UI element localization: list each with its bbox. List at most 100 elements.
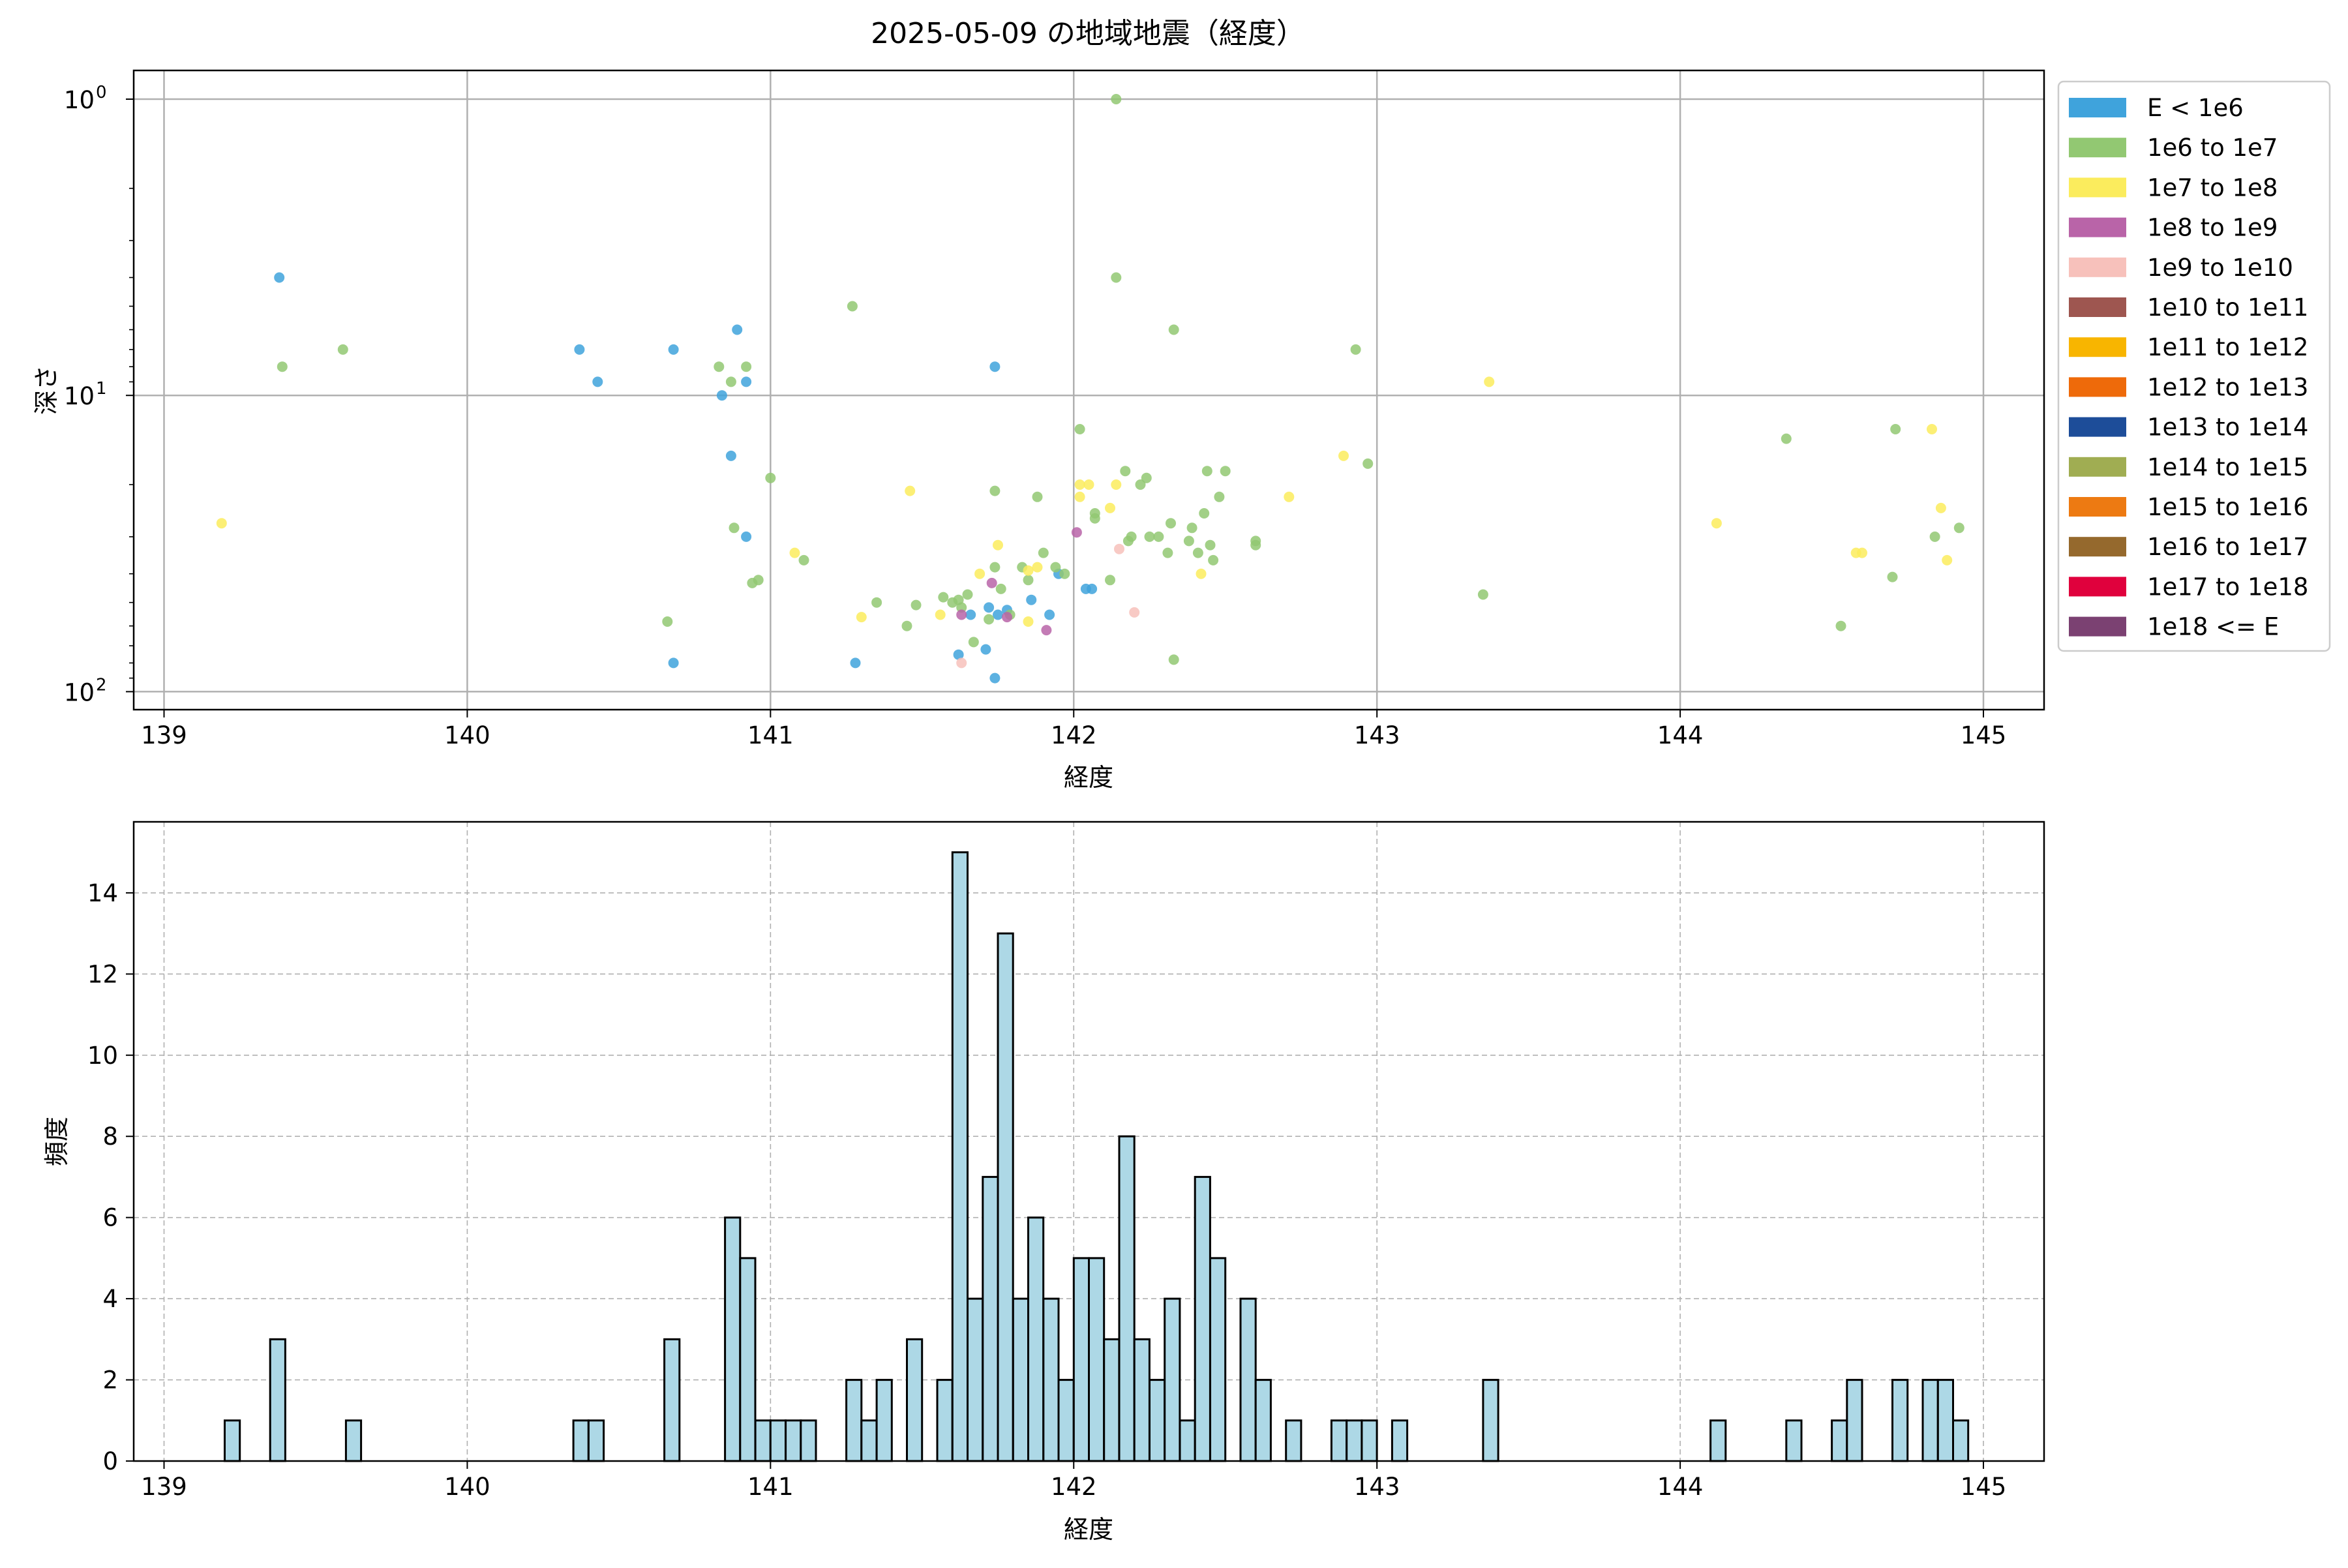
scatter-point xyxy=(1144,531,1155,542)
legend-swatch xyxy=(2069,257,2126,277)
histogram-bar xyxy=(269,1338,286,1462)
scatter-point xyxy=(1250,539,1261,550)
histogram-bar xyxy=(1391,1419,1409,1462)
scatter-point xyxy=(911,599,922,611)
scatter-point xyxy=(1284,491,1295,502)
scatter-point xyxy=(574,344,585,355)
scatter-point xyxy=(1074,491,1085,502)
scatter-points xyxy=(216,94,1964,684)
legend-label: 1e15 to 1e16 xyxy=(2147,493,2308,521)
scatter-point xyxy=(901,620,912,631)
scatter-point xyxy=(986,577,997,588)
histogram-x-ticks: 139 140 141 142 143 144 145 xyxy=(141,1461,2006,1501)
scatter-point xyxy=(1041,625,1052,636)
scatter-y-tick-label: 10 xyxy=(64,86,95,114)
histogram-x-tick-label: 145 xyxy=(1961,1473,2007,1501)
scatter-point xyxy=(1074,424,1085,434)
scatter-point xyxy=(741,531,752,542)
scatter-point xyxy=(871,597,882,608)
scatter-point xyxy=(989,562,1001,573)
histogram-bar xyxy=(1285,1419,1302,1462)
histogram-y-tick-label: 2 xyxy=(102,1366,118,1395)
scatter-point xyxy=(753,575,764,586)
scatter-point xyxy=(993,609,1003,620)
histogram-bar xyxy=(1785,1419,1803,1462)
histogram-bar xyxy=(1239,1297,1257,1462)
histogram-y-tick-label: 12 xyxy=(87,960,118,988)
legend-box xyxy=(2057,80,2331,652)
scatter-point xyxy=(1038,547,1049,558)
scatter-y-tick-exponent: 2 xyxy=(96,675,107,695)
scatter-point xyxy=(984,614,995,625)
histogram-y-label: 頻度 xyxy=(42,1117,71,1166)
scatter-point xyxy=(1927,424,1937,434)
scatter-point xyxy=(1032,491,1043,502)
scatter-frame xyxy=(132,69,2045,711)
histogram-bar xyxy=(663,1338,681,1462)
scatter-point xyxy=(1942,554,1953,565)
histogram-bar xyxy=(997,932,1014,1462)
histogram-bar xyxy=(1103,1338,1121,1462)
scatter-point xyxy=(1111,94,1122,104)
legend-swatch xyxy=(2069,138,2126,158)
scatter-grid xyxy=(134,70,2044,710)
histogram-bar xyxy=(1042,1297,1060,1462)
histogram-bar xyxy=(875,1379,893,1462)
histogram-bar xyxy=(1936,1379,1955,1462)
legend: E < 1e6 1e6 to 1e7 1e7 to 1e8 1e8 to 1e9 1e9… xyxy=(2057,80,2331,652)
scatter-point xyxy=(1350,344,1361,355)
histogram-bar xyxy=(1088,1257,1106,1462)
legend-label: 1e13 to 1e14 xyxy=(2147,414,2308,442)
scatter-point xyxy=(1023,575,1034,586)
scatter-plot-area xyxy=(134,70,2044,710)
figure-title: 2025-05-09 の地域地震（経度） xyxy=(871,17,1305,50)
scatter-point xyxy=(1835,620,1846,631)
scatter-y-label: 深さ xyxy=(32,365,61,415)
scatter-point xyxy=(1141,472,1152,483)
histogram-y-tick-label: 14 xyxy=(87,879,118,907)
histogram-bar xyxy=(1254,1379,1272,1462)
scatter-point xyxy=(716,390,727,401)
legend-label: 1e9 to 1e10 xyxy=(2147,254,2293,282)
scatter-point xyxy=(1477,589,1488,600)
scatter-point xyxy=(789,547,800,558)
histogram-bar xyxy=(572,1419,590,1462)
histogram-bar xyxy=(1330,1419,1348,1462)
scatter-point xyxy=(1114,543,1124,554)
scatter-point xyxy=(984,602,995,613)
scatter-point xyxy=(1050,562,1061,573)
scatter-point xyxy=(1929,531,1940,542)
scatter-point xyxy=(856,612,867,623)
scatter-point xyxy=(993,539,1003,550)
scatter-point xyxy=(968,637,979,648)
histogram-y-tick-label: 8 xyxy=(102,1123,118,1151)
scatter-point xyxy=(1044,609,1055,620)
histogram-x-tick-label: 144 xyxy=(1657,1473,1704,1501)
legend-swatch xyxy=(2069,297,2126,317)
histogram-bar xyxy=(1361,1419,1378,1462)
scatter-point xyxy=(989,672,1001,684)
histogram-bar xyxy=(906,1338,924,1462)
legend-swatch xyxy=(2069,377,2126,397)
scatter-point xyxy=(1887,571,1898,582)
histogram-bar xyxy=(1179,1419,1196,1462)
scatter-point xyxy=(1183,535,1194,547)
histogram-bar xyxy=(1012,1297,1030,1462)
histogram-x-label: 経度 xyxy=(1064,1515,1113,1544)
scatter-point xyxy=(965,609,976,620)
scatter-point xyxy=(1105,502,1115,513)
histogram-bar xyxy=(1921,1379,1939,1462)
histogram-bar xyxy=(724,1216,742,1462)
scatter-point xyxy=(1192,547,1203,558)
histogram-bar xyxy=(587,1419,605,1462)
histogram-y-tick-label: 10 xyxy=(87,1042,118,1070)
legend-swatch xyxy=(2069,457,2126,477)
scatter-point xyxy=(956,602,967,613)
scatter-point xyxy=(956,609,967,620)
scatter-point xyxy=(1935,502,1946,513)
scatter-point xyxy=(1120,466,1131,477)
scatter-point xyxy=(732,324,743,335)
scatter-point xyxy=(729,522,740,534)
scatter-point xyxy=(1781,433,1792,444)
scatter-point xyxy=(1059,568,1070,579)
